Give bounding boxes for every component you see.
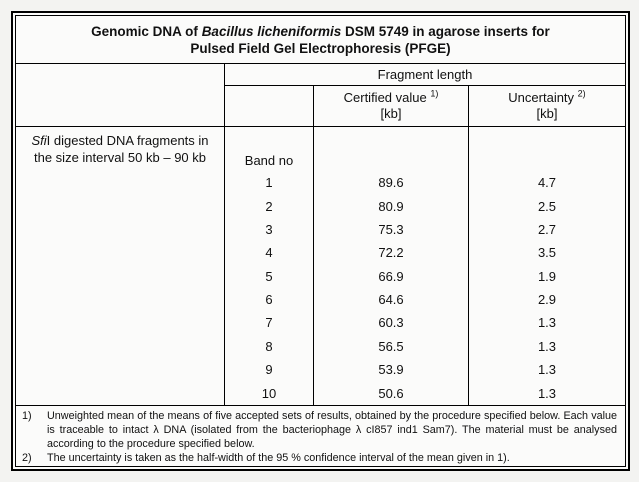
row-group-label-line-1: SfiI digested DNA fragments in bbox=[16, 132, 224, 149]
certified-label-text: Certified value bbox=[343, 90, 427, 106]
row-group-label: SfiI digested DNA fragments in the size … bbox=[16, 127, 225, 406]
band-number-column: Band no 1 2 3 4 5 6 7 8 9 10 bbox=[225, 127, 314, 406]
band-cell: 7 bbox=[265, 315, 273, 331]
certified-cell: 50.6 bbox=[378, 385, 404, 401]
certified-value-header: Certified value 1) [kb] bbox=[314, 86, 469, 127]
certified-cell: 60.3 bbox=[378, 315, 404, 331]
uncertainty-cell: 1.3 bbox=[537, 315, 557, 331]
uncertainty-cell: 2.5 bbox=[537, 198, 557, 214]
uncertainty-column: 4.7 2.5 2.7 3.5 1.9 2.9 1.3 1.3 1.3 1.3 bbox=[469, 127, 625, 405]
uncertainty-header-label: Uncertainty 2) bbox=[508, 88, 586, 106]
footnote-1-text: Unweighted mean of the means of five acc… bbox=[47, 410, 617, 451]
title-line-2: Pulsed Field Gel Electrophoresis (PFGE) bbox=[190, 40, 451, 56]
uncertainty-cell: 2.9 bbox=[537, 292, 557, 308]
header-block: Fragment length Certified value 1) [kb] … bbox=[16, 64, 625, 127]
certified-cell: 75.3 bbox=[378, 221, 404, 237]
band-column-header: Band no bbox=[244, 153, 294, 169]
band-cell: 1 bbox=[265, 175, 273, 191]
uncertainty-cell: 4.7 bbox=[537, 175, 557, 191]
certified-footnote-ref: 1) bbox=[430, 88, 439, 99]
certificate-table: Genomic DNA of Bacillus licheniformis DS… bbox=[11, 11, 630, 471]
footnote-1: 1) Unweighted mean of the means of five … bbox=[22, 409, 617, 451]
uncertainty-header: Uncertainty 2) [kb] bbox=[469, 86, 625, 126]
uncertainty-footnote-ref: 2) bbox=[577, 88, 586, 99]
band-cell: 3 bbox=[265, 221, 273, 237]
certified-cell: 64.6 bbox=[378, 292, 404, 308]
header-left-empty-cell bbox=[16, 64, 225, 127]
uncertainty-unit: [kb] bbox=[536, 106, 558, 122]
title-line-1: Genomic DNA of Bacillus licheniformis DS… bbox=[91, 23, 550, 40]
band-cell: 10 bbox=[261, 385, 277, 401]
column-group-header: Fragment length bbox=[225, 64, 625, 87]
header-right: Fragment length Certified value 1) [kb] … bbox=[225, 64, 625, 127]
certificate-table-inner: Genomic DNA of Bacillus licheniformis DS… bbox=[15, 15, 626, 467]
footnotes: 1) Unweighted mean of the means of five … bbox=[16, 405, 625, 466]
band-cell: 6 bbox=[265, 292, 273, 308]
footnote-2-marker: 2) bbox=[22, 452, 32, 465]
band-cell: 5 bbox=[265, 268, 273, 284]
sub-header-row: Certified value 1) [kb] Uncertainty 2) [… bbox=[225, 86, 625, 127]
row-group-label-rest: I digested DNA fragments in bbox=[46, 133, 209, 149]
uncertainty-cell: 3.5 bbox=[537, 245, 557, 261]
title-prefix: Genomic DNA of bbox=[91, 23, 202, 39]
uncertainty-label-text: Uncertainty bbox=[508, 90, 575, 106]
footnote-1-marker: 1) bbox=[22, 410, 32, 423]
certified-value-header-label: Certified value 1) bbox=[343, 88, 439, 106]
row-group-label-line-2: the size interval 50 kb – 90 kb bbox=[34, 150, 206, 166]
table-title: Genomic DNA of Bacillus licheniformis DS… bbox=[16, 16, 625, 65]
certified-value-column: 89.6 80.9 75.3 72.2 66.9 64.6 60.3 56.5 … bbox=[314, 127, 469, 406]
uncertainty-column-spacer bbox=[469, 127, 625, 171]
enzyme-name: Sfi bbox=[31, 133, 47, 149]
band-cell: 9 bbox=[265, 362, 273, 378]
band-cell: 4 bbox=[265, 245, 273, 261]
table-body: SfiI digested DNA fragments in the size … bbox=[16, 126, 625, 406]
footnote-2: 2) The uncertainty is taken as the half-… bbox=[22, 451, 617, 465]
uncertainty-cell: 1.3 bbox=[537, 338, 557, 354]
title-suffix: DSM 5749 in agarose inserts for bbox=[341, 23, 550, 39]
species-name: Bacillus licheniformis bbox=[201, 23, 342, 39]
band-header-empty-cell bbox=[225, 86, 314, 127]
certified-cell: 53.9 bbox=[378, 362, 404, 378]
certified-cell: 80.9 bbox=[378, 198, 404, 214]
band-cell: 8 bbox=[265, 338, 273, 354]
uncertainty-cell: 1.3 bbox=[537, 385, 557, 401]
uncertainty-cell: 1.9 bbox=[537, 268, 557, 284]
certified-unit: [kb] bbox=[380, 106, 402, 122]
certified-cell: 66.9 bbox=[378, 268, 404, 284]
footnote-2-text: The uncertainty is taken as the half-wid… bbox=[47, 452, 510, 465]
certified-cell: 56.5 bbox=[378, 338, 404, 354]
certified-cell: 72.2 bbox=[378, 245, 404, 261]
uncertainty-cell: 2.7 bbox=[537, 221, 557, 237]
certified-cell: 89.6 bbox=[378, 175, 404, 191]
uncertainty-cell: 1.3 bbox=[537, 362, 557, 378]
certified-column-spacer bbox=[314, 127, 468, 171]
band-cell: 2 bbox=[265, 198, 273, 214]
